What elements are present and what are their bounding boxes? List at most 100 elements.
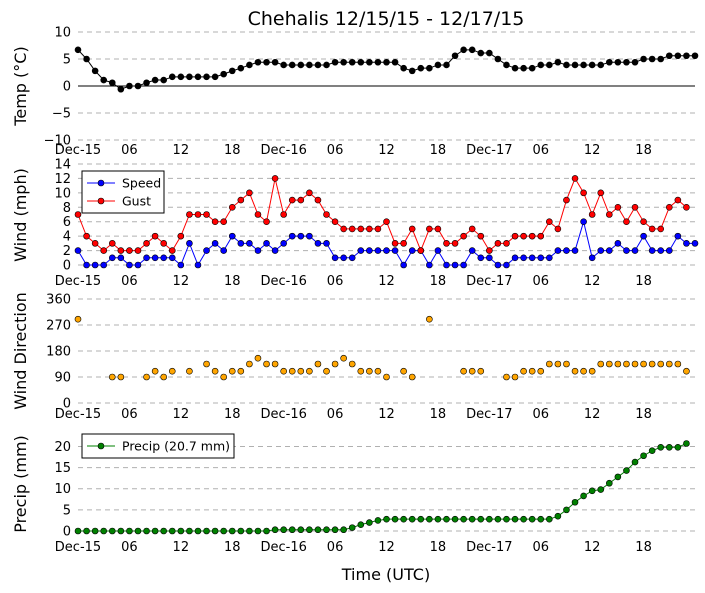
data-point: [228, 367, 236, 375]
data-point: [563, 360, 570, 368]
x-tick-label: 12: [584, 540, 601, 555]
data-point: [280, 367, 287, 375]
data-point: [631, 247, 639, 254]
data-point: [674, 443, 682, 451]
data-point: [546, 254, 553, 262]
data-point: [674, 360, 682, 368]
data-point: [451, 515, 459, 523]
data-point: [91, 261, 99, 269]
data-point: [134, 247, 142, 254]
data-point: [511, 373, 519, 381]
data-point: [134, 261, 142, 269]
data-point: [74, 211, 82, 218]
data-point: [348, 254, 356, 262]
data-point: [520, 64, 527, 72]
data-point: [177, 527, 185, 535]
data-point: [331, 254, 339, 262]
data-point: [400, 367, 407, 375]
data-point: [691, 240, 699, 247]
legend-label: Gust: [122, 194, 151, 209]
data-point: [348, 524, 356, 531]
data-point: [280, 240, 287, 247]
data-point: [340, 58, 347, 66]
legend-box: [81, 170, 165, 214]
y-tick-label: −5: [52, 107, 71, 122]
data-point: [254, 527, 262, 535]
data-point: [160, 254, 167, 262]
data-point: [297, 196, 305, 204]
x-tick-label: Dec-16: [260, 540, 306, 555]
data-point: [640, 452, 647, 460]
data-point: [408, 515, 416, 523]
data-point: [143, 254, 150, 262]
data-point: [417, 247, 425, 254]
data-point: [426, 225, 433, 233]
y-tick-label: 8: [63, 201, 71, 216]
data-point: [588, 367, 596, 375]
data-point: [74, 247, 82, 254]
legend: Precip (20.7 mm): [81, 433, 235, 459]
data-point: [366, 247, 373, 254]
data-point: [417, 515, 425, 523]
data-point: [588, 254, 596, 262]
data-point: [537, 61, 545, 69]
x-tick-label: 12: [173, 407, 190, 422]
data-point: [606, 360, 613, 368]
data-point: [108, 240, 116, 247]
data-point: [451, 52, 459, 60]
data-point: [271, 58, 279, 66]
data-point: [280, 526, 287, 534]
data-point: [563, 196, 570, 204]
data-point: [597, 61, 605, 69]
data-point: [117, 254, 125, 262]
data-point: [477, 367, 485, 375]
data-point: [477, 232, 485, 240]
data-point: [271, 360, 279, 368]
x-tick-label: 12: [584, 274, 601, 289]
data-point: [246, 527, 253, 535]
data-point: [91, 527, 99, 535]
data-point: [657, 55, 665, 63]
y-tick-label: 270: [46, 319, 71, 334]
y-tick-label: 0: [63, 525, 71, 540]
data-point: [177, 261, 185, 269]
data-point: [494, 261, 502, 269]
x-tick-label: 06: [121, 540, 138, 555]
data-point: [340, 254, 347, 262]
data-point: [674, 52, 682, 60]
x-tick-label: Dec-15: [55, 274, 101, 289]
data-point: [546, 360, 553, 368]
data-point: [580, 189, 587, 197]
legend: Speed Gust: [81, 170, 165, 214]
data-point: [580, 61, 587, 69]
data-point: [511, 64, 519, 72]
data-point: [288, 526, 296, 534]
data-point: [74, 46, 82, 54]
data-point: [400, 240, 407, 247]
data-point: [357, 367, 365, 375]
data-point: [391, 515, 399, 523]
data-point: [126, 261, 133, 269]
x-tick-label: Dec-17: [466, 540, 512, 555]
data-point: [468, 247, 476, 254]
data-point: [340, 225, 347, 233]
data-point: [623, 467, 630, 474]
data-point: [83, 232, 90, 240]
x-tick-label: Dec-15: [55, 540, 101, 555]
legend-marker: [97, 442, 105, 450]
data-point: [460, 46, 467, 54]
x-tick-label: 18: [430, 143, 447, 158]
data-point: [126, 82, 133, 90]
y-tick-label: 180: [46, 345, 71, 360]
data-point: [597, 360, 605, 368]
x-tick-label: 12: [378, 143, 395, 158]
data-point: [280, 211, 287, 218]
panel-4: 0 5 10 15 20 Dec-15 06 12 18 Dec-16 06 12 18 Dec-17 06…: [11, 433, 695, 555]
data-point: [426, 315, 433, 323]
data-point: [348, 225, 356, 233]
x-tick-label: 18: [224, 274, 241, 289]
data-point: [434, 515, 442, 523]
data-point: [357, 521, 365, 528]
data-point: [151, 527, 159, 535]
y-tick-label: 5: [63, 503, 71, 518]
